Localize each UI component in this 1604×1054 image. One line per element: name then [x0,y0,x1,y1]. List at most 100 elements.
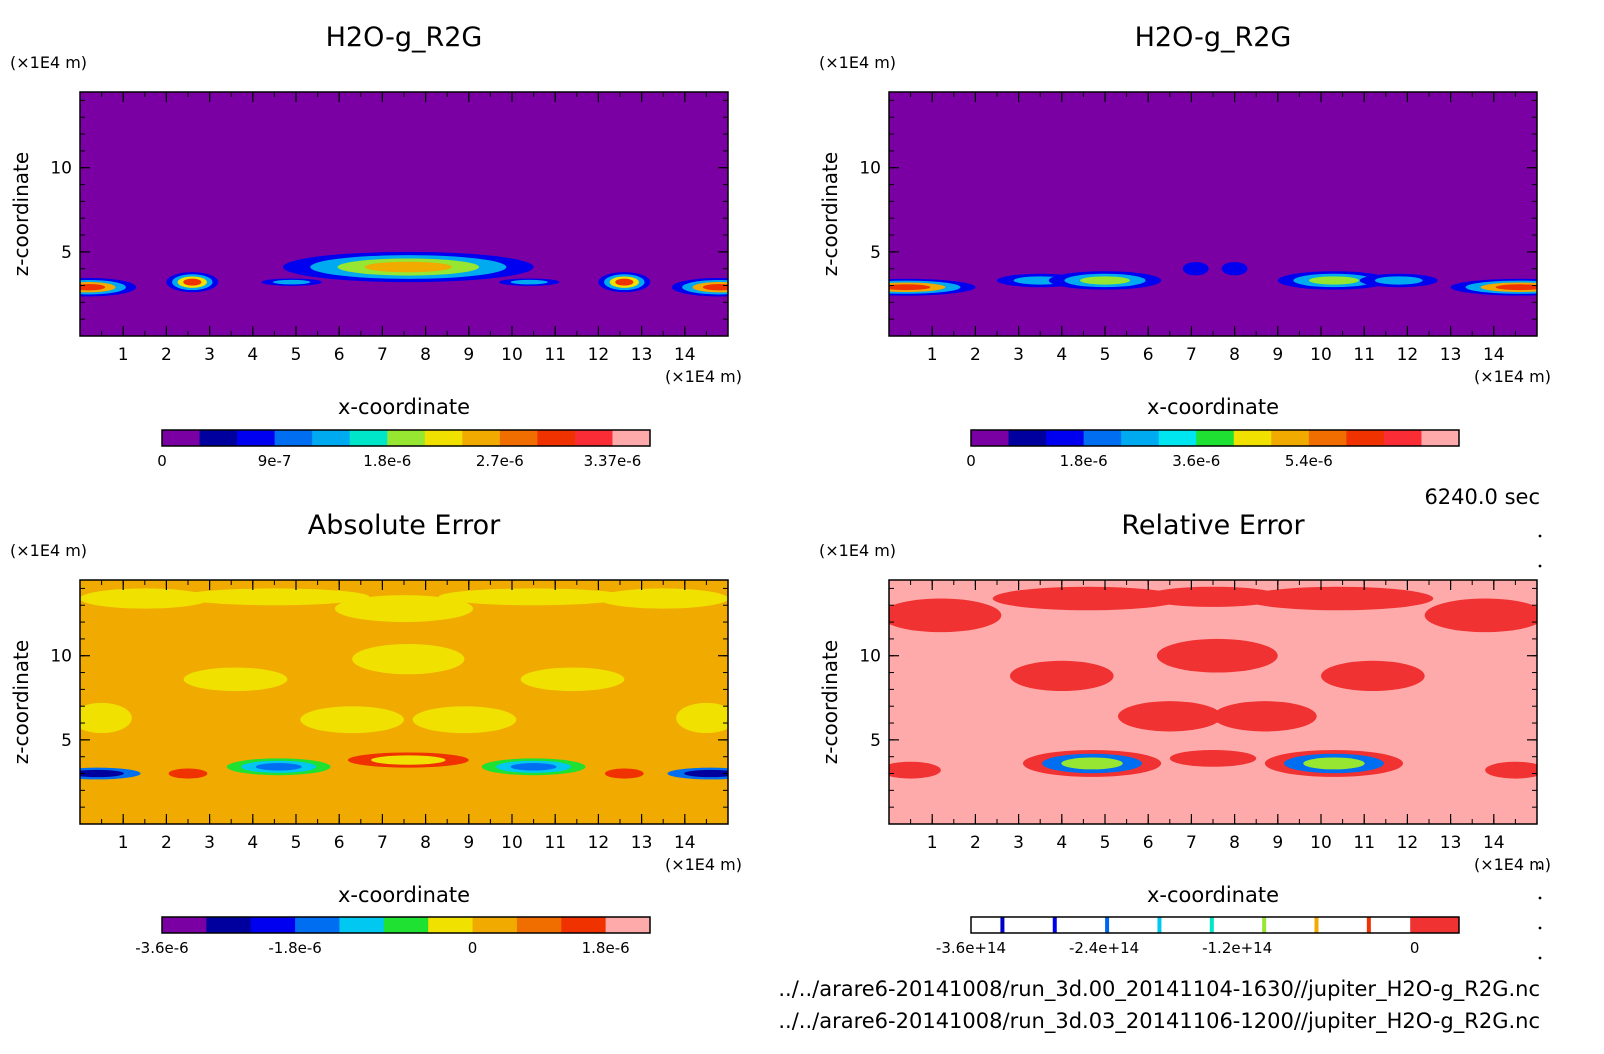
y-tick-label: 5 [61,731,72,751]
x-tick-label: 6 [1143,833,1154,853]
contour-level [80,588,210,609]
colorbar: 0 9e-7 1.8e-6 2.7e-6 3.37e-6 [157,429,651,470]
y-unit-label: (×1E4 m) [819,541,896,560]
contour-level [1309,276,1359,285]
x-unit-label: (×1E4 m) [1474,855,1551,874]
x-tick-label: 5 [291,833,302,853]
x-tick-label: 9 [463,833,474,853]
y-tick-label: 10 [859,647,881,667]
colorbar-swatch [561,917,607,933]
colorbar-swatch [499,430,538,446]
x-tick-label: 8 [420,345,431,365]
colorbar-tick-label: 0 [468,939,478,957]
x-tick-label: 9 [463,345,474,365]
colorbar-line [1209,917,1214,933]
x-axis-label: x-coordinate [338,883,470,907]
contour-level [300,706,404,734]
x-axis-label: x-coordinate [1147,883,1279,907]
colorbar-swatch [387,430,426,446]
colorbar-tick-label: -3.6e-6 [135,939,188,957]
edge-dot [1538,866,1542,870]
x-tick-label: 12 [1397,345,1419,365]
contour-level [889,761,941,779]
x-tick-label: 4 [247,833,258,853]
contour-level [676,702,728,734]
colorbar-swatch [424,430,463,446]
y-unit-label: (×1E4 m) [10,53,87,72]
colorbar-swatch [1233,430,1272,446]
colorbar-swatch [162,917,207,933]
contour-level [412,706,517,734]
colorbar-swatch [1421,430,1460,446]
colorbar-tick-label: 1.8e-6 [582,939,630,957]
colorbar-tick-label: 0 [1410,939,1420,957]
x-tick-label: 7 [1186,833,1197,853]
x-axis-label: x-coordinate [338,395,470,419]
x-tick-label: 3 [1013,345,1024,365]
colorbar-swatch [1196,430,1235,446]
x-tick-label: 7 [377,345,388,365]
colorbar-swatch [312,430,351,446]
colorbar-tick-label: 5.4e-6 [1285,452,1333,470]
x-tick-label: 6 [334,345,345,365]
x-tick-label: 14 [1483,833,1505,853]
colorbar-swatch [428,917,474,933]
edge-dot [1538,564,1542,568]
x-tick-label: 11 [1353,345,1375,365]
contour-layer [889,261,1537,296]
contour-level [1243,586,1434,611]
edge-dot [1538,534,1542,538]
colorbar-tick-label: 2.7e-6 [476,452,524,470]
x-unit-label: (×1E4 m) [665,855,742,874]
colorbar-swatch [971,430,1010,446]
colorbar-swatch [295,917,340,933]
colorbar-frame [161,429,651,447]
contour-level [179,588,370,606]
x-tick-label: 7 [377,833,388,853]
contour-layer [80,588,728,780]
colorbar-tick-label: 9e-7 [258,452,292,470]
contour-level [334,595,474,623]
colorbar-tick-label: 0 [966,452,976,470]
colorbar-swatch [1083,430,1122,446]
x-tick-label: 4 [1056,345,1067,365]
x-tick-label: 13 [631,345,653,365]
x-tick-label: 8 [1229,345,1240,365]
chart-title: H2O-g_R2G [1135,22,1292,53]
x-tick-label: 14 [674,345,696,365]
edge-dot [1538,896,1542,900]
contour-level [352,643,465,675]
contour-level [255,763,302,771]
contour-level [183,278,202,286]
x-tick-label: 10 [1310,345,1332,365]
colorbar: 0 1.8e-6 3.6e-6 5.4e-6 [966,429,1460,470]
y-tick-label: 10 [859,159,881,179]
colorbar-line [1000,917,1005,933]
contour-layer [889,586,1537,779]
colorbar-swatch [1046,430,1085,446]
colorbar-swatch [537,430,576,446]
x-tick-label: 1 [118,345,129,365]
x-tick-label: 5 [1100,345,1111,365]
colorbar-fill [1410,917,1459,933]
contour-level [604,768,644,779]
colorbar-frame [970,916,1460,934]
colorbar-swatch [1121,430,1160,446]
contour-level [1009,660,1114,692]
colorbar-tick-label: -2.4e+14 [1069,939,1139,957]
y-tick-label: 5 [870,243,881,263]
contour-level [1117,701,1222,732]
file-path-2: ../../arare6-20141008/run_3d.03_20141106… [778,1009,1540,1034]
x-tick-label: 10 [501,345,523,365]
colorbar-swatch [349,430,388,446]
x-tick-label: 1 [927,833,938,853]
contour-level [702,283,728,291]
contour-level [684,769,728,778]
y-tick-label: 10 [50,647,72,667]
x-tick-label: 4 [1056,833,1067,853]
contour-level [1213,701,1317,732]
colorbar-background [971,917,1459,933]
edge-dot [1538,956,1542,960]
x-tick-label: 11 [544,833,566,853]
